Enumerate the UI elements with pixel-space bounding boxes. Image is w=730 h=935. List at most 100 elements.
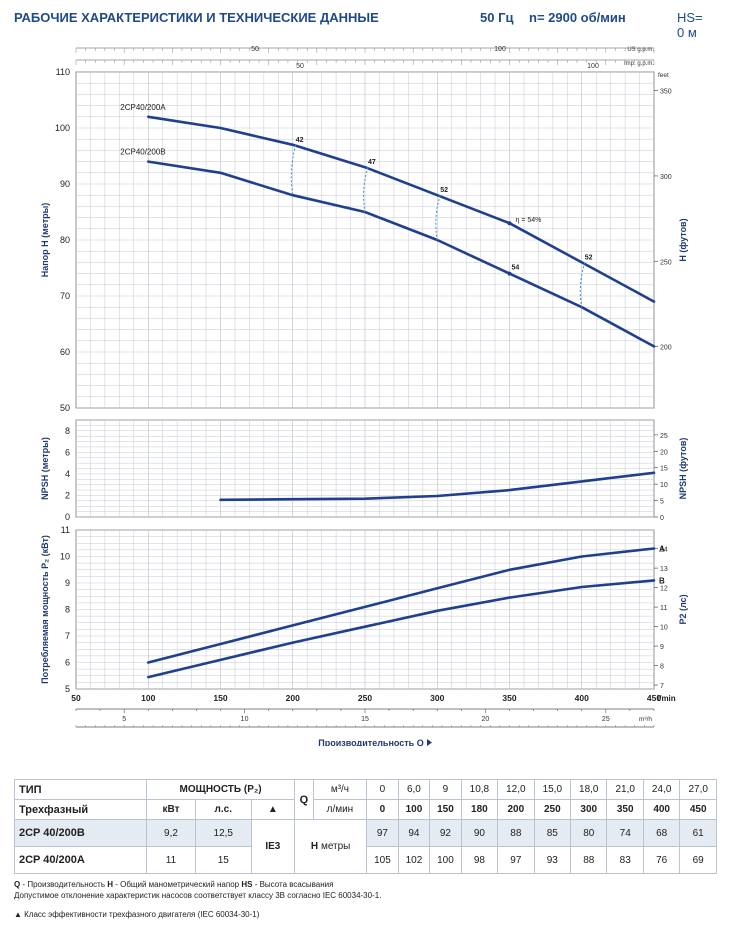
us-tick-50: 50 xyxy=(251,46,259,53)
m3h-tick-label: 10 xyxy=(241,716,249,723)
y-tick-label: 110 xyxy=(56,67,70,77)
speed-label: n= 2900 об/мин xyxy=(529,10,626,25)
type-header: ТИП xyxy=(13,779,148,800)
efficiency-isoline xyxy=(363,167,369,213)
efficiency-isoline xyxy=(579,262,586,308)
h-unit: метры xyxy=(320,841,351,852)
efficiency-label: 47 xyxy=(368,159,376,166)
ie-class-cell: IE3 xyxy=(250,819,296,874)
x-axis-title: Производительность Q xyxy=(318,738,423,746)
y-tick-label: 8 xyxy=(65,426,70,436)
series-line xyxy=(147,547,656,664)
head-cell: 76 xyxy=(642,846,681,874)
y-tick-label: 10 xyxy=(60,552,70,562)
note-hs-symbol: HS xyxy=(241,880,253,889)
kw-header: кВт xyxy=(146,799,196,820)
y2-axis-title: H (футов) xyxy=(678,218,688,261)
m3h-tick-label: 20 xyxy=(482,716,490,723)
m3h-tick-label: 25 xyxy=(602,716,610,723)
efficiency-class-note: ▲ Класс эффективности трехфазного двигат… xyxy=(14,910,260,919)
q-lmin-cell: 450 xyxy=(679,799,717,820)
series-label: 2CP40/200A xyxy=(120,103,166,112)
hp-cell: 15 xyxy=(194,846,252,874)
y2-tick-label: 15 xyxy=(660,466,668,473)
q-header: Q xyxy=(294,779,314,820)
efficiency-label: 54 xyxy=(512,265,520,272)
efficiency-isoline xyxy=(290,144,297,196)
imp-gpm-label: Imp. g.p.m. xyxy=(624,61,654,67)
head-cell: 83 xyxy=(606,846,644,874)
h-symbol: H xyxy=(310,841,319,852)
x-tick-label: 100 xyxy=(141,693,155,703)
chart-panel-1: 110 100 90 80 70 60 50 350 300 250 200 feet Напор H … xyxy=(40,67,688,413)
q-lmin-cell: 150 xyxy=(429,799,462,820)
q-lmin-cell: 350 xyxy=(606,799,644,820)
head-cell: 74 xyxy=(606,819,644,847)
y-tick-label: 11 xyxy=(61,525,70,535)
q-m3h-cell: 6,0 xyxy=(397,779,431,800)
head-cell: 97 xyxy=(366,819,399,847)
head-cell: 80 xyxy=(570,819,608,847)
legend-notes: Q - Производительность H - Общий маномет… xyxy=(14,879,381,901)
y-tick-label: 90 xyxy=(60,179,70,189)
x-tick-label: 300 xyxy=(430,693,444,703)
grid xyxy=(75,419,655,518)
m3h-unit-label: m³/h xyxy=(639,716,652,723)
frequency-label: 50 Гц xyxy=(480,10,514,25)
page-title: РАБОЧИЕ ХАРАКТЕРИСТИКИ И ТЕХНИЧЕСКИЕ ДАН… xyxy=(14,10,379,25)
y2-tick-label: 0 xyxy=(660,515,664,522)
grid xyxy=(75,529,655,690)
y2-tick-label: 10 xyxy=(660,625,668,632)
y-tick-label: 8 xyxy=(65,605,70,615)
head-cell: 98 xyxy=(460,846,499,874)
note-hs-text: - Высота всасывания xyxy=(252,880,334,889)
kw-cell: 9,2 xyxy=(146,819,196,847)
q-m3h-cell: 12,0 xyxy=(497,779,535,800)
notes-line-2: Допустимое отклонение характеристик насо… xyxy=(14,891,382,900)
x-tick-label: 350 xyxy=(502,693,516,703)
y-tick-label: 4 xyxy=(65,469,70,479)
y-tick-label: 80 xyxy=(60,235,70,245)
y2-tick-label: 20 xyxy=(660,449,668,456)
x-tick-label: 150 xyxy=(213,693,227,703)
y2-tick-label: 13 xyxy=(660,566,668,573)
y-tick-label: 6 xyxy=(65,658,70,668)
y2-tick-label: 300 xyxy=(660,174,672,181)
hp-cell: 12,5 xyxy=(194,819,252,847)
y-tick-label: 7 xyxy=(65,631,70,641)
y-tick-label: 2 xyxy=(65,490,70,500)
h-unit-cell: H метры xyxy=(294,819,368,874)
efficiency-label: 42 xyxy=(296,137,304,144)
head-cell: 92 xyxy=(429,819,462,847)
q-lmin-cell: 180 xyxy=(460,799,499,820)
efficiency-label: 52 xyxy=(440,187,448,194)
x-tick-label: 200 xyxy=(286,693,300,703)
head-cell: 94 xyxy=(397,819,431,847)
x-tick-label: 250 xyxy=(358,693,372,703)
efficiency-class-icon: ▲ xyxy=(250,799,296,820)
note-h-symbol: H xyxy=(107,880,113,889)
hp-header: л.с. xyxy=(194,799,252,820)
head-cell: 61 xyxy=(679,819,717,847)
efficiency-isoline xyxy=(435,195,441,241)
head-cell: 93 xyxy=(533,846,572,874)
y2-axis-title: NPSH (футов) xyxy=(678,438,688,500)
y2-tick-label: 200 xyxy=(660,345,672,352)
series-line xyxy=(219,471,656,502)
series-line xyxy=(147,579,656,679)
q-lmin-cell: 200 xyxy=(497,799,535,820)
y2-tick-label: 250 xyxy=(660,259,672,266)
note-h-text: - Общий манометрический напор xyxy=(113,880,242,889)
y-tick-label: 50 xyxy=(60,403,70,413)
m3h-tick-label: 15 xyxy=(361,716,369,723)
x-unit-label: l/min xyxy=(657,694,676,703)
spec-table: ТИП МОЩНОСТЬ (P₂) Q м³/ч 0 6,0 9 10,8 12… xyxy=(13,779,717,874)
head-cell: 88 xyxy=(497,819,535,847)
y-tick-label: 9 xyxy=(65,578,70,588)
m3h-tick-label: 5 xyxy=(122,716,126,723)
y2-tick-label: 10 xyxy=(660,482,668,489)
q-m3h-cell: 15,0 xyxy=(533,779,572,800)
q-lmin-cell: 100 xyxy=(397,799,431,820)
performance-charts: 50 100 50 100 US g.p.m. Imp. g.p.m. 1101… xyxy=(40,46,688,746)
q-m3h-cell: 24,0 xyxy=(642,779,681,800)
